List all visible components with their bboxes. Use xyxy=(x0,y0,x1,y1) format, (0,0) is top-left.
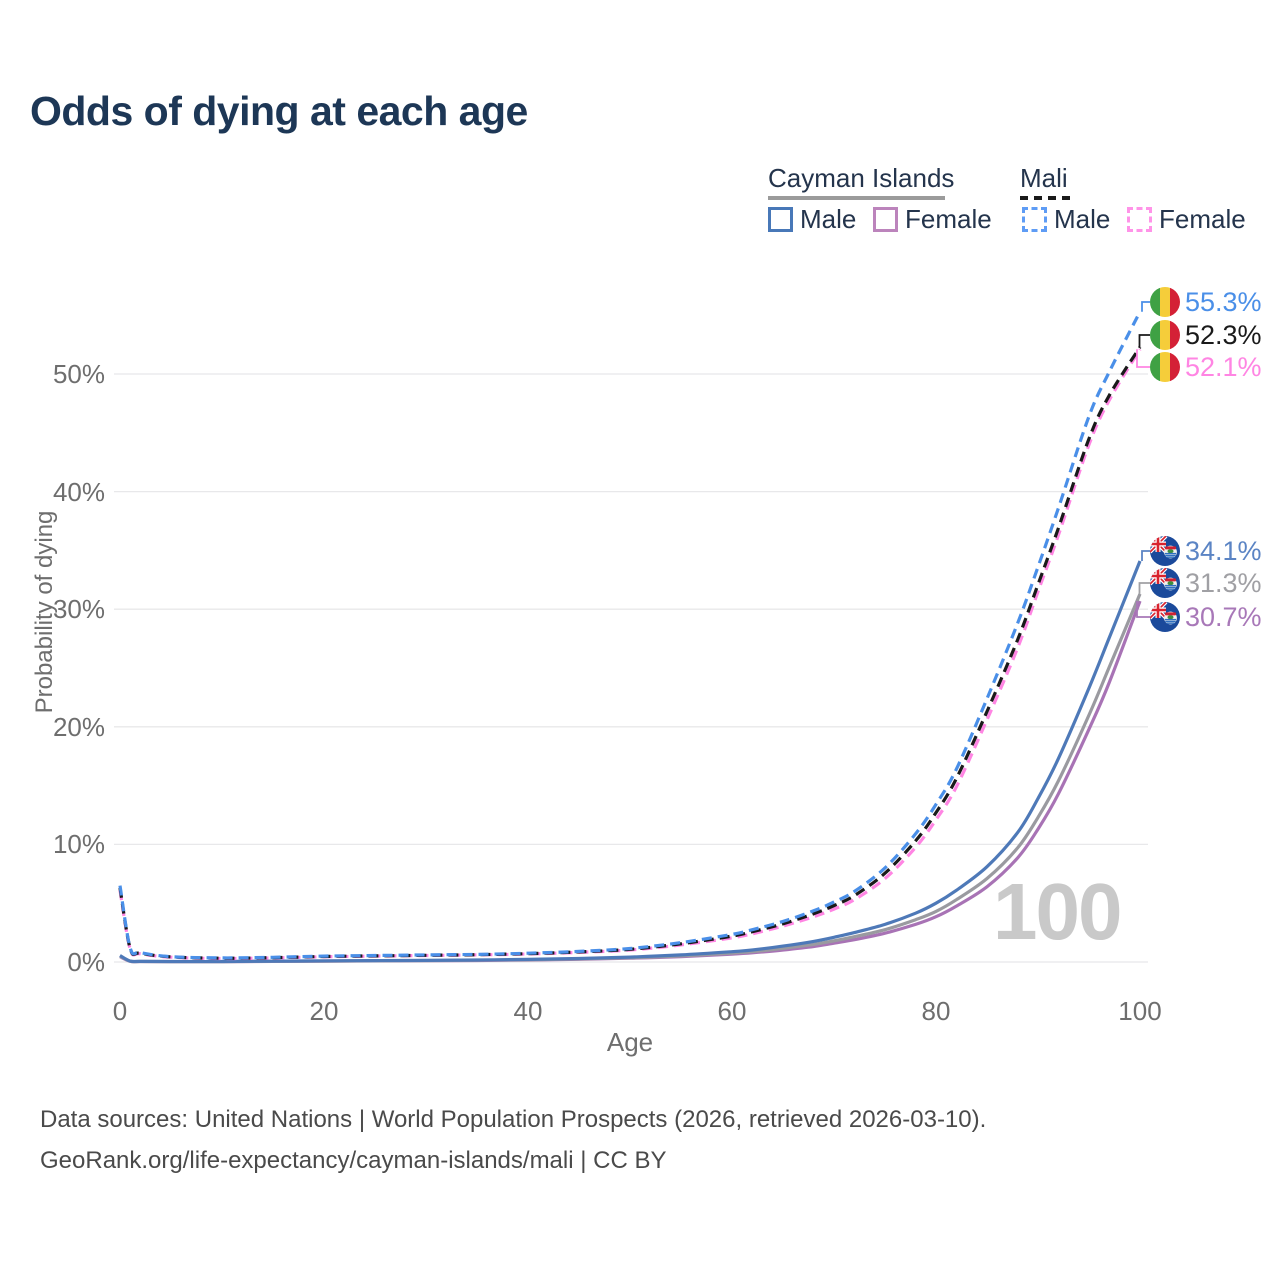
x-axis-tick-100: 100 xyxy=(1118,996,1162,1026)
x-axis-tick-80: 80 xyxy=(921,996,951,1026)
mali-flag-icon xyxy=(1150,320,1180,350)
end-label-mali-female: 52.1% xyxy=(1150,351,1262,383)
connector-mali-both xyxy=(1138,334,1150,347)
connector-cayman-male xyxy=(1141,550,1150,561)
cayman-islands-flag-icon xyxy=(1150,536,1180,566)
legend-group-label-cayman[interactable]: Cayman Islands xyxy=(768,163,955,193)
cayman-female-swatch-icon xyxy=(873,207,898,232)
connector-cayman-both xyxy=(1138,582,1150,594)
end-label-mali-both: 52.3% xyxy=(1150,319,1262,351)
data-sources-text: Data sources: United Nations | World Pop… xyxy=(40,1106,987,1133)
legend-item-label: Male xyxy=(800,204,857,234)
cayman-islands-flag-icon xyxy=(1150,602,1180,632)
connector-mali-female xyxy=(1136,349,1150,368)
legend-item-label: Male xyxy=(1054,204,1111,234)
page-title: Odds of dying at each age xyxy=(30,88,528,134)
end-label-mali-male: 55.3% xyxy=(1150,286,1262,318)
series-mali-both-line xyxy=(118,346,1142,960)
legend-group-mali[interactable]: Mali xyxy=(1020,163,1070,200)
x-axis-title: Age xyxy=(606,1027,654,1057)
end-value: 31.3% xyxy=(1185,568,1262,598)
mali-flag-icon xyxy=(1150,352,1180,382)
end-label-cayman-female: 30.7% xyxy=(1150,601,1262,633)
series-cayman-female-line xyxy=(119,600,1142,964)
x-axis-tick-0: 0 xyxy=(112,996,128,1026)
end-value: 52.3% xyxy=(1185,320,1262,350)
mali-flag-icon xyxy=(1150,287,1180,317)
series-mali-female-line xyxy=(118,348,1142,961)
y-axis-tick-0: 0% xyxy=(67,947,105,977)
connector-mali-male xyxy=(1141,301,1150,312)
cayman-male-swatch-icon xyxy=(768,207,793,232)
end-value: 52.1% xyxy=(1185,352,1262,382)
mali-female-swatch-icon xyxy=(1127,207,1152,232)
legend-underline-cayman-solid xyxy=(768,196,945,200)
cayman-islands-flag-icon xyxy=(1150,568,1180,598)
x-axis-tick-60: 60 xyxy=(717,996,747,1026)
legend-underline-mali-dashed xyxy=(1020,196,1070,200)
legend-item-mali-male[interactable]: Male xyxy=(1022,204,1110,235)
end-label-cayman-male: 34.1% xyxy=(1150,535,1262,567)
end-label-cayman-both: 31.3% xyxy=(1150,567,1262,599)
end-value: 55.3% xyxy=(1185,287,1262,317)
y-axis-tick-10: 10% xyxy=(52,829,105,860)
series-mali-male-line xyxy=(118,310,1142,960)
series-cayman-both-line xyxy=(119,593,1142,964)
end-value: 30.7% xyxy=(1185,602,1262,632)
age-watermark: 100 xyxy=(993,867,1122,956)
y-axis-tick-20: 20% xyxy=(52,711,105,742)
y-axis-tick-40: 40% xyxy=(52,476,105,507)
legend-item-cayman-male[interactable]: Male xyxy=(768,204,856,235)
attribution-link-text: GeoRank.org/life-expectancy/cayman-islan… xyxy=(40,1147,667,1174)
mali-male-swatch-icon xyxy=(1022,207,1047,232)
legend-item-label: Female xyxy=(905,204,992,234)
legend-item-cayman-female[interactable]: Female xyxy=(873,204,992,235)
legend-group-label-mali[interactable]: Mali xyxy=(1020,163,1068,193)
end-value: 34.1% xyxy=(1185,536,1262,566)
legend-item-label: Female xyxy=(1159,204,1246,234)
y-axis-tick-30: 30% xyxy=(52,594,105,625)
y-axis-tick-50: 50% xyxy=(52,359,105,389)
connector-cayman-female xyxy=(1136,601,1150,618)
legend-item-mali-female[interactable]: Female xyxy=(1127,204,1246,235)
legend-group-cayman-islands[interactable]: Cayman Islands xyxy=(768,163,954,200)
x-axis-tick-40: 40 xyxy=(513,996,543,1026)
x-axis-tick-20: 20 xyxy=(309,996,339,1026)
series-cayman-male-line xyxy=(119,560,1142,964)
